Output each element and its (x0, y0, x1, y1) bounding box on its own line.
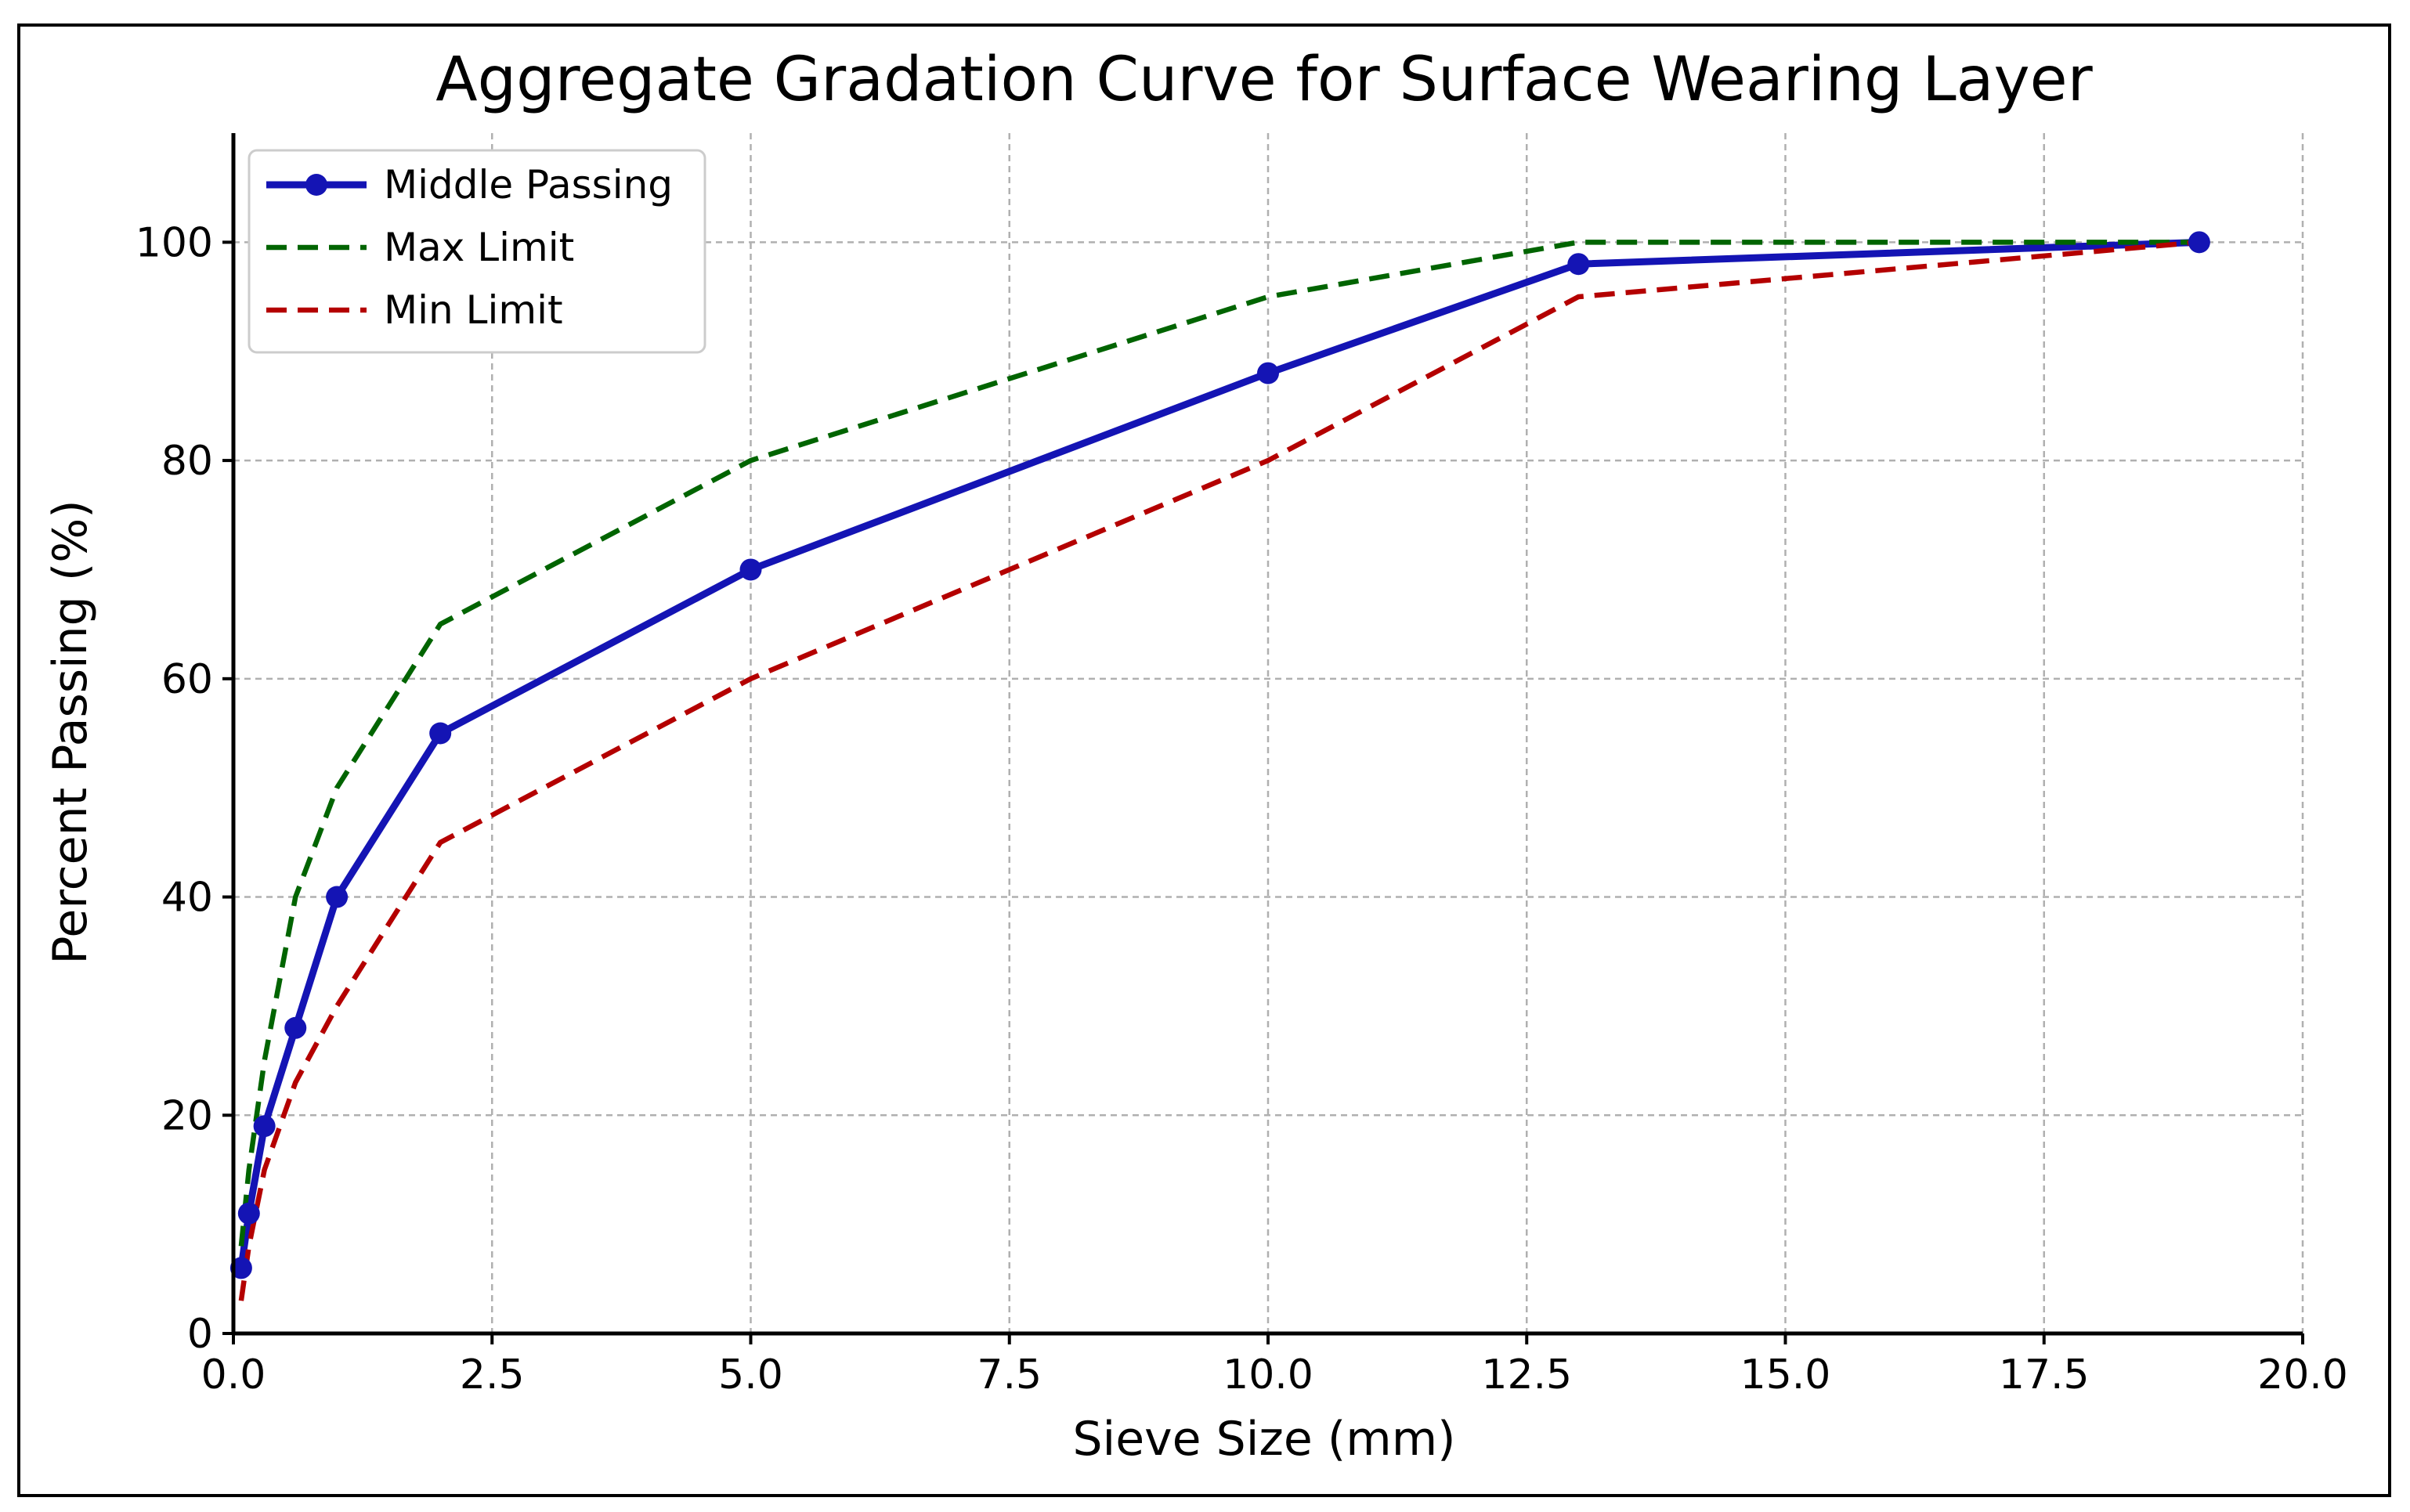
x-tick-label: 17.5 (1999, 1351, 2090, 1398)
data-point (253, 1115, 276, 1138)
legend-label: Middle Passing (384, 162, 673, 207)
series-line-middle-passing (237, 238, 2200, 1269)
legend-box (248, 149, 706, 354)
y-axis-label: Percent Passing (%) (43, 500, 98, 964)
legend-label: Max Limit (384, 225, 574, 270)
y-tick-label: 40 (161, 875, 213, 922)
x-tick-label: 20.0 (2257, 1351, 2348, 1398)
x-tick-label: 15.0 (1740, 1351, 1831, 1398)
data-point (237, 1202, 260, 1225)
series-line-max-limit (238, 240, 2199, 1247)
y-tick-label: 100 (135, 219, 213, 266)
x-tick-label: 7.5 (977, 1351, 1042, 1398)
series-layer (229, 231, 2210, 1301)
x-tick-label: 10.0 (1223, 1351, 1313, 1398)
x-axis-label: Sieve Size (mm) (1072, 1412, 1455, 1467)
y-tick-label: 60 (161, 656, 213, 703)
data-point (429, 722, 452, 745)
data-point (284, 1016, 307, 1039)
x-tick-label: 2.5 (460, 1351, 525, 1398)
data-point (229, 1257, 252, 1279)
axes: 0.0 2.5 5.0 7.5 10.0 12.5 15.0 17.5 20.0 0 20 40 60 8… (135, 133, 2348, 1398)
data-point (2188, 231, 2210, 254)
data-point (739, 558, 762, 581)
data-point (1257, 362, 1279, 384)
data-point (326, 886, 349, 908)
legend-label: Min Limit (384, 287, 563, 333)
x-tick-label: 0.0 (201, 1351, 266, 1398)
legend: Middle Passing Max Limit Min Limit (248, 149, 706, 354)
x-tick-label: 12.5 (1481, 1351, 1572, 1398)
chart-title: Aggregate Gradation Curve for Surface We… (435, 45, 2093, 115)
y-tick-label: 0 (187, 1311, 213, 1358)
legend-marker (305, 174, 327, 196)
y-tick-label: 20 (161, 1092, 213, 1139)
y-tick-label: 80 (161, 438, 213, 485)
x-tick-label: 5.0 (718, 1351, 783, 1398)
data-point (1567, 253, 1590, 276)
